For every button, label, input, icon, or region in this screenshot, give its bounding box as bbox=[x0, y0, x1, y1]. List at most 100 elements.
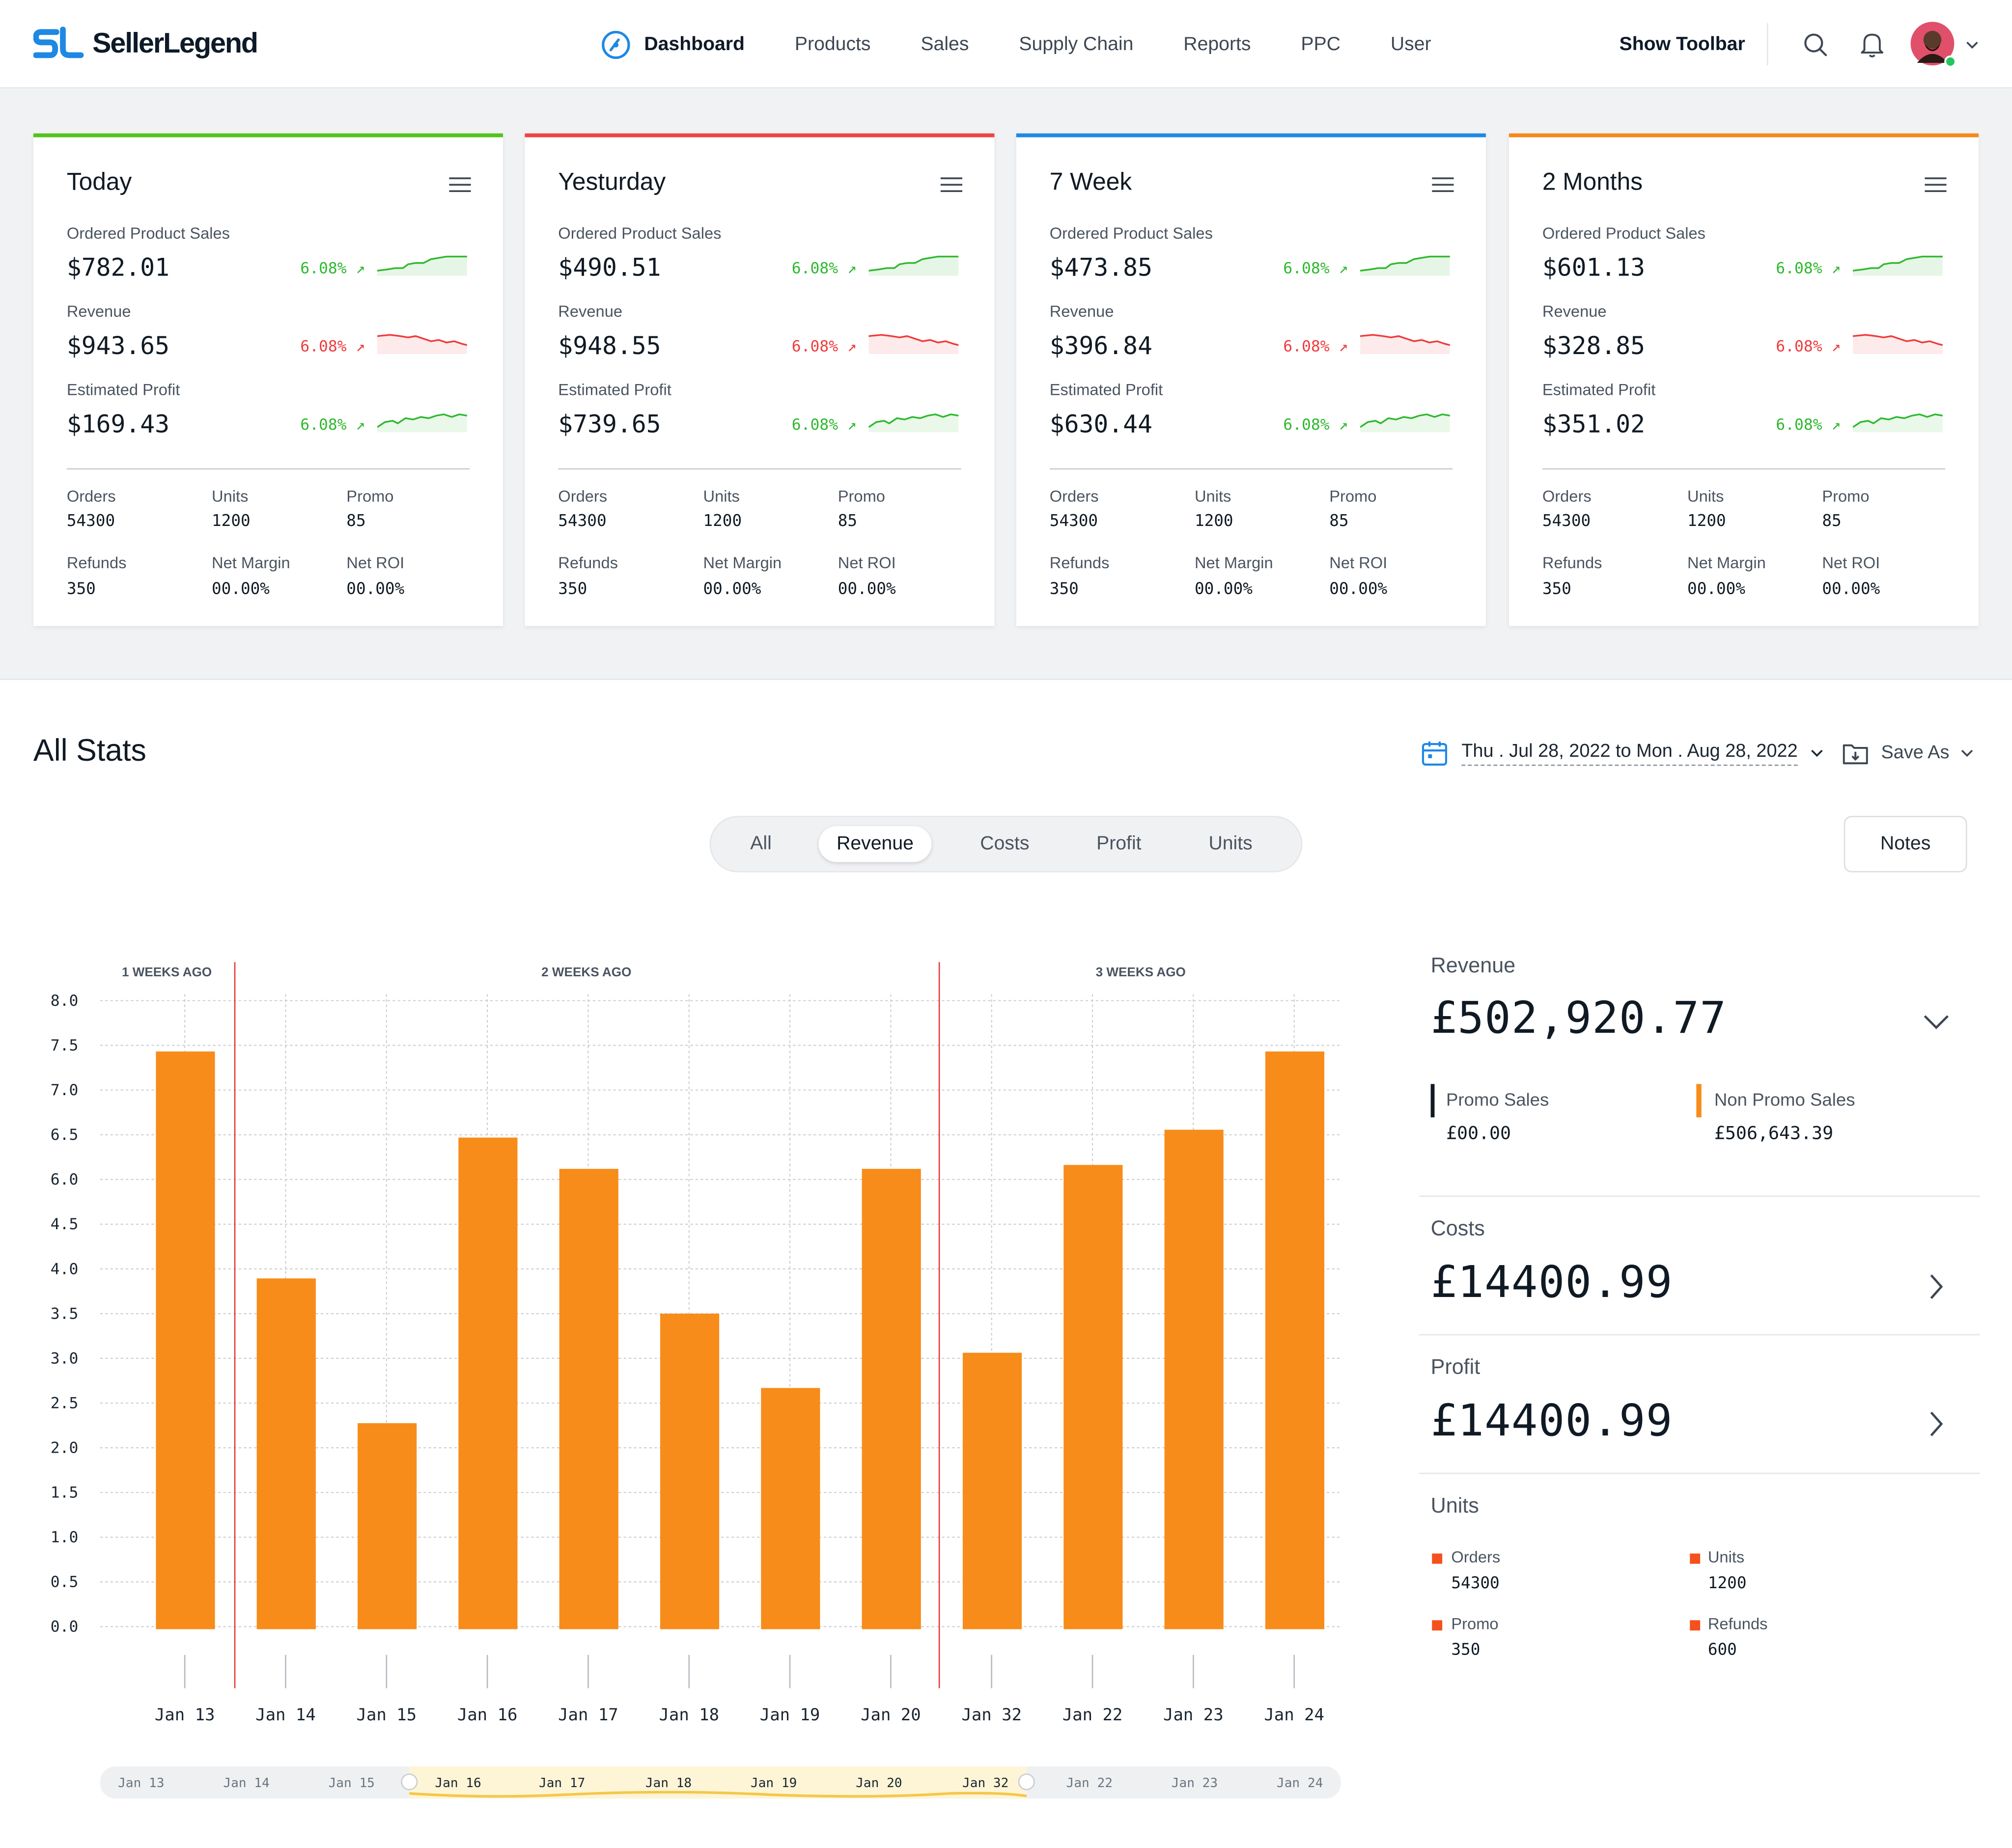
card-menu-icon[interactable] bbox=[1432, 177, 1454, 193]
notes-button[interactable]: Notes bbox=[1844, 816, 1967, 873]
ordered-sales-label: Ordered Product Sales bbox=[1049, 224, 1213, 243]
revenue-bar[interactable] bbox=[660, 1313, 720, 1629]
card-divider bbox=[558, 468, 961, 470]
revenue-bar[interactable] bbox=[761, 1388, 820, 1629]
profit-change: 6.08% ↗ bbox=[1283, 415, 1348, 434]
search-icon[interactable] bbox=[1803, 32, 1828, 57]
change-value: 6.08% bbox=[1776, 415, 1822, 434]
ordered-sales-label: Ordered Product Sales bbox=[558, 224, 722, 243]
brand-logo[interactable]: SellerLegend bbox=[33, 26, 258, 61]
nav-products[interactable]: Products bbox=[794, 33, 871, 55]
arrow-up-right-icon: ↗ bbox=[356, 259, 365, 277]
y-tick-label: 3.5 bbox=[51, 1305, 79, 1323]
change-value: 6.08% bbox=[1776, 259, 1822, 277]
change-value: 6.08% bbox=[1283, 415, 1330, 434]
revenue-bar[interactable] bbox=[1164, 1130, 1224, 1629]
promo-sales-legend-bar bbox=[1430, 1084, 1435, 1118]
revenue-label: Revenue bbox=[558, 303, 623, 321]
revenue-change: 6.08% ↗ bbox=[792, 337, 857, 356]
change-value: 6.08% bbox=[300, 415, 347, 434]
arrow-up-right-icon: ↗ bbox=[847, 259, 857, 277]
revenue-change: 6.08% ↗ bbox=[1776, 337, 1841, 356]
tab-costs[interactable]: Costs bbox=[980, 832, 1030, 855]
ordered-sales-change: 6.08% ↗ bbox=[1776, 259, 1841, 277]
card-title: Yesturday bbox=[558, 169, 666, 196]
revenue-bar[interactable] bbox=[256, 1278, 316, 1629]
card-menu-icon[interactable] bbox=[1925, 177, 1947, 193]
units-label: Units bbox=[1687, 487, 1724, 506]
orders-value: 54300 bbox=[1542, 510, 1591, 530]
promo-value: 85 bbox=[346, 510, 366, 530]
profit-expand-chevron-icon[interactable] bbox=[1928, 1410, 1946, 1438]
costs-expand-chevron-icon[interactable] bbox=[1928, 1272, 1946, 1300]
trend-sparkline bbox=[1852, 413, 1943, 433]
brand-name: SellerLegend bbox=[92, 27, 258, 59]
profit-label: Estimated Profit bbox=[1542, 381, 1656, 399]
profit-value: $351.02 bbox=[1542, 410, 1646, 439]
net-roi-value: 00.00% bbox=[1822, 579, 1880, 598]
change-value: 6.08% bbox=[300, 337, 347, 356]
revenue-value: $948.55 bbox=[558, 332, 661, 361]
navigator-left-handle[interactable] bbox=[401, 1773, 418, 1791]
tab-all[interactable]: All bbox=[750, 832, 772, 855]
orders-value: 54300 bbox=[1049, 510, 1098, 530]
nav-supply-chain[interactable]: Supply Chain bbox=[1019, 33, 1134, 55]
tab-units[interactable]: Units bbox=[1208, 832, 1253, 855]
nav-ppc[interactable]: PPC bbox=[1301, 33, 1341, 55]
card-divider bbox=[66, 468, 470, 470]
revenue-value: $328.85 bbox=[1542, 332, 1646, 361]
revenue-bar[interactable] bbox=[1265, 1051, 1325, 1629]
navigator-label: Jan 22 bbox=[1066, 1776, 1113, 1791]
navigator-label: Jan 18 bbox=[645, 1776, 692, 1791]
nav-reports[interactable]: Reports bbox=[1183, 33, 1251, 55]
save-as-dropdown[interactable]: Save As bbox=[1842, 739, 1974, 767]
tab-profit[interactable]: Profit bbox=[1096, 832, 1142, 855]
card-menu-icon[interactable] bbox=[940, 177, 963, 193]
revenue-bar[interactable] bbox=[559, 1169, 618, 1629]
week-label: 1 WEEKS AGO bbox=[122, 965, 212, 979]
trend-sparkline bbox=[868, 413, 959, 433]
change-value: 6.08% bbox=[791, 337, 838, 356]
non-promo-sales-legend-bar bbox=[1696, 1084, 1702, 1118]
x-tick-label: Jan 20 bbox=[861, 1705, 921, 1725]
units-legend-square bbox=[1690, 1553, 1701, 1564]
revenue-bar[interactable] bbox=[358, 1423, 417, 1629]
change-value: 6.08% bbox=[791, 415, 838, 434]
card-accent-bar bbox=[1016, 133, 1486, 138]
net-roi-label: Net ROI bbox=[838, 554, 896, 573]
net-margin-label: Net Margin bbox=[703, 554, 782, 573]
user-avatar[interactable] bbox=[1910, 22, 1957, 68]
revenue-bar[interactable] bbox=[962, 1352, 1022, 1629]
nav-dashboard[interactable]: Dashboard bbox=[601, 29, 745, 60]
ordered-sales-value: $601.13 bbox=[1542, 254, 1646, 282]
show-toolbar-button[interactable]: Show Toolbar bbox=[1619, 33, 1745, 55]
card-menu-icon[interactable] bbox=[449, 177, 471, 193]
tab-revenue[interactable]: Revenue bbox=[818, 826, 932, 862]
card-title: Today bbox=[66, 169, 132, 196]
summary-divider bbox=[1419, 1472, 1980, 1474]
revenue-bar[interactable] bbox=[1063, 1165, 1123, 1629]
promo-value: 85 bbox=[1329, 510, 1349, 530]
refunds-label: Refunds bbox=[66, 554, 127, 573]
x-tick-label: Jan 22 bbox=[1062, 1705, 1123, 1725]
ordered-sales-label: Ordered Product Sales bbox=[1542, 224, 1706, 243]
avatar-chevron-down-icon[interactable] bbox=[1966, 40, 1979, 50]
summary-card-2-months: 2 Months Ordered Product Sales $601.13 6.08… bbox=[1509, 133, 1979, 626]
revenue-collapse-chevron-icon[interactable] bbox=[1922, 1014, 1950, 1032]
net-roi-value: 00.00% bbox=[346, 579, 405, 598]
revenue-bar[interactable] bbox=[156, 1051, 215, 1629]
date-range-picker[interactable]: Thu . Jul 28, 2022 to Mon . Aug 28, 2022 bbox=[1421, 739, 1823, 767]
revenue-bar[interactable] bbox=[458, 1137, 518, 1629]
nav-user[interactable]: User bbox=[1390, 33, 1431, 55]
revenue-bar[interactable] bbox=[862, 1169, 921, 1629]
profit-label: Profit bbox=[1430, 1356, 1481, 1379]
arrow-up-right-icon: ↗ bbox=[356, 415, 365, 434]
x-tick-label: Jan 13 bbox=[155, 1705, 215, 1725]
nav-sales[interactable]: Sales bbox=[921, 33, 969, 55]
navigator-right-handle[interactable] bbox=[1018, 1773, 1035, 1791]
revenue-total: £502,920.77 bbox=[1430, 993, 1727, 1045]
notification-bell-icon[interactable] bbox=[1859, 31, 1885, 59]
y-tick-label: 6.0 bbox=[51, 1171, 79, 1188]
navigator-label: Jan 19 bbox=[751, 1776, 797, 1791]
navigator-trend-line bbox=[409, 1791, 1027, 1798]
